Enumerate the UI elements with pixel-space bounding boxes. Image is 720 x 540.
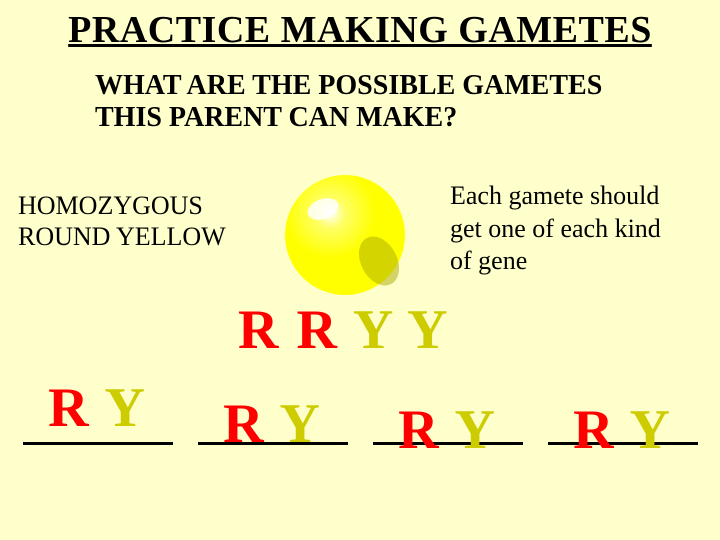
allele-y: Y <box>353 299 393 361</box>
parent-desc-line-1: HOMOZYGOUS <box>18 190 226 221</box>
gamete-slot: R Y <box>18 380 178 445</box>
allele-r: R <box>238 299 280 361</box>
instruction-text: Each gamete should get one of each kind … <box>450 180 661 278</box>
allele-y: Y <box>279 393 321 455</box>
instruction-line-3: of gene <box>450 245 661 278</box>
gamete-slot: R Y <box>368 380 528 445</box>
allele-r: R <box>296 299 338 361</box>
question-line-1: WHAT ARE THE POSSIBLE GAMETES <box>95 70 720 102</box>
page-title: PRACTICE MAKING GAMETES <box>0 0 720 52</box>
parent-description: HOMOZYGOUS ROUND YELLOW <box>18 190 226 252</box>
parent-genotype: R R Y Y <box>238 298 450 362</box>
question-text: WHAT ARE THE POSSIBLE GAMETES THIS PAREN… <box>95 70 720 134</box>
pea-icon <box>275 165 415 305</box>
allele-y: Y <box>454 399 496 461</box>
allele-r: R <box>398 399 440 461</box>
allele-y: Y <box>407 299 449 361</box>
gamete-slot: R Y <box>193 380 353 445</box>
instruction-line-1: Each gamete should <box>450 180 661 213</box>
instruction-line-2: get one of each kind <box>450 213 661 246</box>
answer-blank <box>23 442 173 445</box>
parent-desc-line-2: ROUND YELLOW <box>18 221 226 252</box>
allele-y: Y <box>629 399 671 461</box>
question-line-2: THIS PARENT CAN MAKE? <box>95 102 720 134</box>
allele-r: R <box>573 399 615 461</box>
allele-r: R <box>48 377 90 439</box>
allele-y: Y <box>104 377 146 439</box>
gamete-answer-row: R Y R Y R Y R Y <box>0 380 720 445</box>
gamete-slot: R Y <box>543 380 703 445</box>
allele-r: R <box>223 393 265 455</box>
